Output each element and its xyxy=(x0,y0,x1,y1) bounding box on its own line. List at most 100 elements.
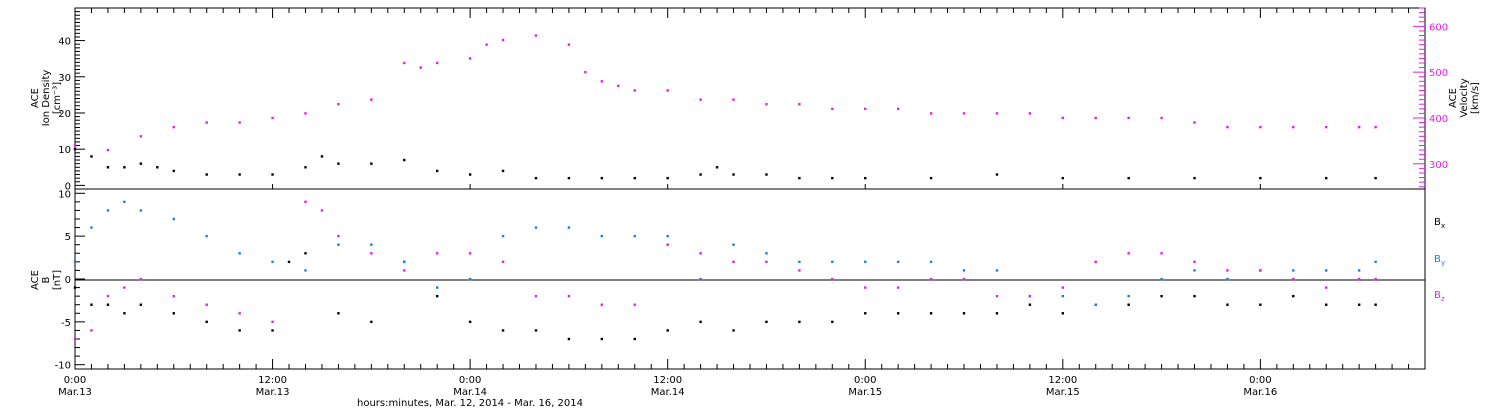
x-tick-label-day: Mar.15 xyxy=(1046,387,1080,398)
bx-point xyxy=(1160,294,1163,298)
by-point xyxy=(1226,277,1229,281)
velocity-point xyxy=(699,98,702,101)
velocity-point xyxy=(765,103,768,106)
velocity-point xyxy=(864,107,867,111)
bottom-left-axis-title-line3: [nT] xyxy=(52,270,63,290)
bx-point xyxy=(666,329,669,332)
bx-point xyxy=(1028,303,1032,306)
bx-point xyxy=(798,320,801,324)
bz-point xyxy=(1374,277,1377,281)
velocity-point xyxy=(468,57,472,60)
bz-point xyxy=(929,277,933,281)
x-tick-label-time: 12:00 xyxy=(1048,375,1077,386)
by-point xyxy=(403,260,406,264)
velocity-point xyxy=(929,112,933,115)
bz-point xyxy=(699,252,702,255)
by-point xyxy=(123,200,126,204)
bz-point xyxy=(1061,286,1065,289)
velocity-point xyxy=(633,89,636,92)
bz-point xyxy=(798,269,801,272)
top-left-axis-title-line2: Ion Density xyxy=(41,70,52,127)
velocity-point xyxy=(172,125,175,129)
by-point xyxy=(139,209,143,212)
axis-ticks xyxy=(74,7,1426,369)
density-point xyxy=(534,176,538,180)
bz-point xyxy=(1094,260,1097,264)
top-right-axis-title-line2: Velocity xyxy=(1459,78,1470,117)
bottom-left-tick-label: -5 xyxy=(61,318,71,329)
bz-point xyxy=(896,286,900,289)
bz-point xyxy=(1226,269,1229,272)
density-point xyxy=(337,162,340,165)
top-left-axis-title-line1: ACE xyxy=(30,88,41,108)
bx-point xyxy=(271,329,274,332)
bx-point xyxy=(962,312,966,315)
bottom-left-axis-title-line1: ACE xyxy=(30,270,41,290)
by-point xyxy=(1160,277,1163,281)
by-point xyxy=(666,234,669,238)
bx-point xyxy=(468,320,472,324)
top-panel-frame xyxy=(74,7,1426,190)
bx-point xyxy=(435,294,439,298)
bz-point xyxy=(1325,286,1328,289)
bx-point xyxy=(139,303,143,306)
bx-point xyxy=(123,312,126,315)
bottom-left-tick-label: 0 xyxy=(65,275,71,286)
bz-point xyxy=(1127,252,1130,255)
velocity-point xyxy=(600,80,604,83)
bz-point xyxy=(995,294,999,298)
density-point xyxy=(238,173,241,176)
velocity-point xyxy=(370,98,373,101)
by-point xyxy=(1292,269,1295,272)
velocity-point xyxy=(304,112,307,115)
x-tick-label-time: 0:00 xyxy=(1249,375,1271,386)
density-point xyxy=(435,169,439,173)
density-point xyxy=(123,166,126,169)
velocity-point xyxy=(501,38,505,42)
velocity-point xyxy=(73,144,77,147)
top-right-tick-label: 400 xyxy=(1429,114,1448,125)
density-point xyxy=(501,169,505,173)
bx-point xyxy=(567,337,571,341)
velocity-point xyxy=(1325,125,1328,129)
density-point xyxy=(468,173,472,176)
legend-bz-sub: z xyxy=(1441,295,1445,303)
bz-point xyxy=(567,294,571,298)
bx-point xyxy=(1259,303,1262,306)
bz-point xyxy=(172,294,175,298)
bx-point xyxy=(831,320,834,324)
legend-by-label: B xyxy=(1434,254,1441,265)
bx-point xyxy=(172,312,175,315)
x-tick-label-day: Mar.13 xyxy=(256,387,290,398)
by-point xyxy=(1193,269,1196,272)
bx-point xyxy=(304,252,307,255)
bz-point xyxy=(1357,277,1361,281)
top-left-tick-label: 30 xyxy=(58,73,71,84)
by-point xyxy=(732,243,735,246)
by-point xyxy=(995,269,999,272)
bz-point xyxy=(370,252,373,255)
by-point xyxy=(304,269,307,272)
bx-point xyxy=(106,303,110,306)
by-point xyxy=(962,269,966,272)
by-point xyxy=(1127,294,1130,298)
bx-point xyxy=(732,329,735,332)
bx-point xyxy=(1357,303,1361,306)
by-point xyxy=(765,252,768,255)
velocity-point xyxy=(1226,125,1229,129)
by-point xyxy=(600,234,604,238)
velocity-point xyxy=(205,121,208,124)
bz-point xyxy=(1259,269,1262,272)
density-point xyxy=(1193,176,1196,180)
density-point xyxy=(995,173,999,176)
density-point xyxy=(73,147,77,151)
density-point xyxy=(765,173,768,176)
bx-point xyxy=(699,320,702,324)
bz-point xyxy=(1292,277,1295,281)
bx-point xyxy=(205,320,208,324)
by-point xyxy=(172,217,175,221)
density-point xyxy=(831,176,834,180)
by-point xyxy=(106,209,110,212)
by-point xyxy=(238,252,241,255)
